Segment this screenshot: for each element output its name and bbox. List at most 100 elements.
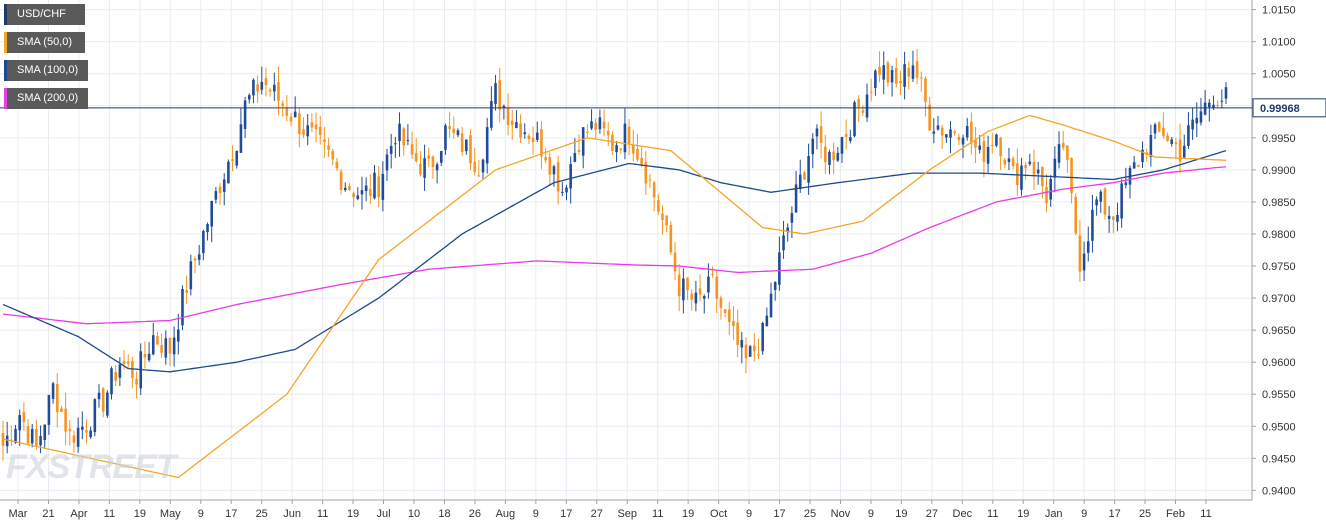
candle-body <box>335 161 339 169</box>
candle-body <box>285 107 289 116</box>
x-tick-label: 27 <box>926 508 938 520</box>
candle-body <box>832 151 835 161</box>
candle-body <box>477 175 481 177</box>
candle-body <box>740 340 744 348</box>
candle-body <box>1066 145 1069 161</box>
candle-body <box>160 345 163 353</box>
candle-body <box>273 84 276 92</box>
watermark-logo: FXSTREET <box>6 448 177 486</box>
candle-body <box>210 200 213 227</box>
candle-body <box>803 172 806 180</box>
candle-body <box>581 127 585 156</box>
candle-body <box>197 254 201 260</box>
candle-body <box>469 135 472 164</box>
candle-body <box>60 408 63 412</box>
candle-body <box>978 145 982 150</box>
x-tick-label: Sep <box>617 508 637 520</box>
candle-body <box>394 143 397 145</box>
candle-body <box>373 172 376 199</box>
candle-body <box>1007 158 1011 163</box>
legend-swatch <box>4 88 7 109</box>
candle-body <box>903 64 906 87</box>
candle-body <box>1174 142 1178 144</box>
candle-body <box>126 361 130 364</box>
candle-body <box>970 121 973 143</box>
candle-body <box>114 372 117 381</box>
current-price-box <box>1252 98 1326 118</box>
candle-body <box>143 354 147 358</box>
candle-body <box>1224 87 1228 99</box>
candle-body <box>389 145 393 154</box>
candle-body <box>990 145 994 147</box>
candle-body <box>1191 119 1194 130</box>
y-tick-label: 0.9450 <box>1262 453 1296 465</box>
legend-label: SMA (50,0) <box>17 36 73 48</box>
candle-body <box>218 186 222 194</box>
candle-body <box>719 297 723 308</box>
y-tick-label: 1.0150 <box>1262 5 1296 17</box>
candle-body <box>1070 157 1073 194</box>
candle-body <box>1036 169 1040 174</box>
candle-body <box>302 129 305 135</box>
candle-body <box>101 388 105 412</box>
x-tick-label: Jul <box>377 508 391 520</box>
y-tick-label: 1.0050 <box>1262 69 1296 81</box>
candle-body <box>623 123 627 153</box>
candle-body <box>611 134 614 151</box>
candle-body <box>473 161 476 172</box>
candle-body <box>1095 199 1098 206</box>
candle-body <box>1195 117 1199 124</box>
legend-item-sma100[interactable]: SMA (100,0) <box>4 60 89 81</box>
candle-body <box>548 157 552 175</box>
candle-body <box>1099 191 1103 202</box>
x-tick-label: 11 <box>987 508 998 520</box>
candle-body <box>790 213 794 223</box>
candle-body <box>323 139 326 142</box>
candle-body <box>106 392 109 416</box>
legend-item-sma50[interactable]: SMA (50,0) <box>4 32 85 53</box>
x-tick-label: Dec <box>953 508 973 520</box>
candle-body <box>498 80 502 110</box>
candle-body <box>260 81 264 90</box>
x-tick-label: Oct <box>710 508 727 520</box>
candle-body <box>1116 214 1119 222</box>
legend-swatch <box>4 4 7 25</box>
x-tick-label: May <box>160 508 181 520</box>
candle-body <box>89 430 92 438</box>
candle-body <box>865 94 869 118</box>
candle-body <box>961 137 965 145</box>
x-tick-label: 18 <box>438 508 450 520</box>
candle-body <box>1024 164 1027 169</box>
legend-item-sma200[interactable]: SMA (200,0) <box>4 88 89 109</box>
candle-body <box>615 145 618 153</box>
candle-body <box>39 436 42 446</box>
candle-body <box>339 171 343 191</box>
candle-body <box>1162 127 1165 137</box>
candle-body <box>1203 102 1207 115</box>
x-tick-label: 11 <box>652 508 663 520</box>
candle-body <box>644 162 648 184</box>
candle-body <box>414 152 418 162</box>
candle-body <box>598 117 602 130</box>
candle-body <box>1112 216 1115 220</box>
candle-body <box>761 322 764 352</box>
candle-body <box>682 278 685 301</box>
x-tick-label: Jan <box>1045 508 1063 520</box>
candle-body <box>561 191 564 193</box>
candle-body <box>156 336 159 345</box>
candle-body <box>318 126 322 136</box>
candle-body <box>698 288 702 295</box>
candle-body <box>849 137 852 141</box>
candle-body <box>377 176 380 197</box>
candle-body <box>444 125 447 150</box>
candle-body <box>1157 122 1161 132</box>
candle-body <box>55 383 59 413</box>
candle-body <box>427 155 431 159</box>
candle-body <box>502 105 506 108</box>
candle-body <box>569 164 572 189</box>
candle-body <box>840 137 844 154</box>
candle-body <box>652 182 656 198</box>
candle-body <box>177 329 180 342</box>
legend-item-usdchf[interactable]: USD/CHF <box>4 4 85 25</box>
candle-body <box>256 84 259 92</box>
